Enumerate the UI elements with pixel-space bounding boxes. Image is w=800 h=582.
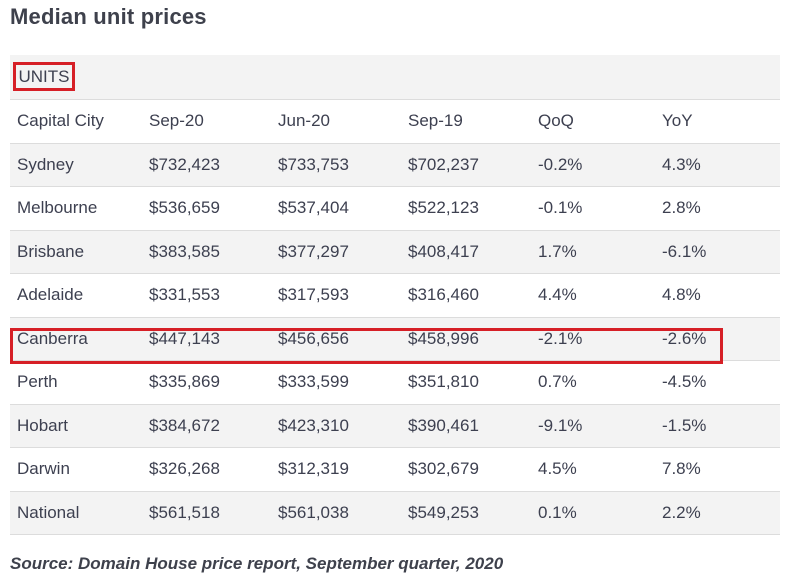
city-cell: Adelaide — [17, 285, 84, 305]
units-label-highlight: UNITS — [13, 62, 75, 91]
qoq-cell: -2.1% — [538, 328, 583, 348]
qoq-cell: -9.1% — [538, 415, 583, 435]
price-jun20-cell: $333,599 — [278, 372, 349, 392]
city-cell: National — [17, 502, 80, 522]
column-header-sep20: Sep-20 — [149, 111, 204, 131]
qoq-cell: 4.4% — [538, 285, 577, 305]
city-cell: Darwin — [17, 459, 70, 479]
yoy-cell: 2.2% — [662, 502, 701, 522]
yoy-cell: 7.8% — [662, 459, 701, 479]
city-cell: Melbourne — [17, 198, 98, 218]
table-row: Brisbane $383,585 $377,297 $408,417 1.7%… — [10, 230, 780, 274]
price-sep20-cell: $335,869 — [149, 372, 220, 392]
price-sep19-cell: $316,460 — [408, 285, 479, 305]
qoq-cell: 0.1% — [538, 502, 577, 522]
qoq-cell: -0.1% — [538, 198, 583, 218]
yoy-cell: 4.8% — [662, 285, 701, 305]
price-jun20-cell: $317,593 — [278, 285, 349, 305]
qoq-cell: -0.2% — [538, 154, 583, 174]
column-header-jun20: Jun-20 — [278, 111, 330, 131]
table-row: Canberra $447,143 $456,656 $458,996 -2.1… — [10, 317, 780, 361]
city-cell: Perth — [17, 372, 58, 392]
price-sep19-cell: $522,123 — [408, 198, 479, 218]
price-sep20-cell: $331,553 — [149, 285, 220, 305]
table-row: Hobart $384,672 $423,310 $390,461 -9.1% … — [10, 404, 780, 448]
table-row-highlighted: Adelaide $331,553 $317,593 $316,460 4.4%… — [10, 274, 780, 318]
table-row: Sydney $732,423 $733,753 $702,237 -0.2% … — [10, 143, 780, 187]
table-row: Perth $335,869 $333,599 $351,810 0.7% -4… — [10, 361, 780, 405]
city-cell: Canberra — [17, 328, 88, 348]
price-sep20-cell: $536,659 — [149, 198, 220, 218]
price-sep20-cell: $732,423 — [149, 154, 220, 174]
price-sep19-cell: $549,253 — [408, 502, 479, 522]
price-jun20-cell: $456,656 — [278, 328, 349, 348]
table-header-row: Capital City Sep-20 Jun-20 Sep-19 QoQ Yo… — [10, 100, 780, 144]
price-sep20-cell: $561,518 — [149, 502, 220, 522]
yoy-cell: -2.6% — [662, 328, 707, 348]
price-sep19-cell: $408,417 — [408, 241, 479, 261]
city-cell: Sydney — [17, 154, 74, 174]
city-cell: Brisbane — [17, 241, 85, 261]
price-jun20-cell: $312,319 — [278, 459, 349, 479]
yoy-cell: -1.5% — [662, 415, 707, 435]
price-sep20-cell: $447,143 — [149, 328, 220, 348]
price-jun20-cell: $377,297 — [278, 241, 349, 261]
prices-table: UNITS Capital City Sep-20 Jun-20 Sep-19 … — [10, 55, 780, 535]
price-sep19-cell: $302,679 — [408, 459, 479, 479]
units-section-row: UNITS — [10, 55, 780, 100]
table-row: Melbourne $536,659 $537,404 $522,123 -0.… — [10, 187, 780, 231]
price-sep20-cell: $384,672 — [149, 415, 220, 435]
city-cell: Hobart — [17, 415, 69, 435]
column-header-qoq: QoQ — [538, 111, 574, 131]
column-header-city: Capital City — [17, 111, 104, 131]
table-row: National $561,518 $561,038 $549,253 0.1%… — [10, 491, 780, 535]
yoy-cell: 4.3% — [662, 154, 701, 174]
price-sep19-cell: $702,237 — [408, 154, 479, 174]
yoy-cell: -6.1% — [662, 241, 707, 261]
source-caption: Source: Domain House price report, Septe… — [10, 554, 504, 573]
units-label: UNITS — [18, 66, 70, 86]
qoq-cell: 4.5% — [538, 459, 577, 479]
qoq-cell: 0.7% — [538, 372, 577, 392]
table-row: Darwin $326,268 $312,319 $302,679 4.5% 7… — [10, 448, 780, 492]
price-jun20-cell: $423,310 — [278, 415, 349, 435]
yoy-cell: 2.8% — [662, 198, 701, 218]
price-sep19-cell: $390,461 — [408, 415, 479, 435]
price-jun20-cell: $561,038 — [278, 502, 349, 522]
yoy-cell: -4.5% — [662, 372, 707, 392]
column-header-sep19: Sep-19 — [408, 111, 463, 131]
column-header-yoy: YoY — [662, 111, 693, 131]
price-sep20-cell: $383,585 — [149, 241, 220, 261]
page-title: Median unit prices — [10, 4, 207, 29]
price-jun20-cell: $733,753 — [278, 154, 349, 174]
price-sep19-cell: $458,996 — [408, 328, 479, 348]
price-sep19-cell: $351,810 — [408, 372, 479, 392]
qoq-cell: 1.7% — [538, 241, 577, 261]
price-sep20-cell: $326,268 — [149, 459, 220, 479]
price-jun20-cell: $537,404 — [278, 198, 349, 218]
